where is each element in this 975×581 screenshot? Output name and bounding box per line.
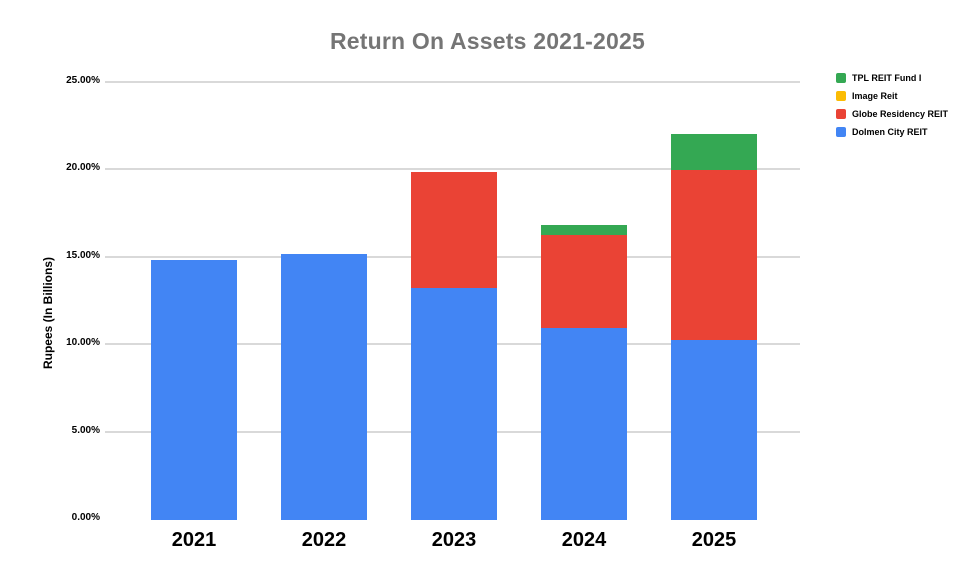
legend-color-swatch-icon: [836, 109, 846, 119]
y-tick-label: 5.00%: [71, 424, 100, 436]
x-tick-label-2021: 2021: [171, 529, 217, 551]
bar-segment-globe-residency-reit-2024: [541, 235, 627, 328]
bar-segment-dolmen-city-reit-2021: [151, 260, 237, 520]
y-tick-label: 0.00%: [71, 512, 100, 523]
legend: TPL REIT Fund I Image Reit Globe Residency…: [836, 69, 948, 141]
bar-segment-dolmen-city-reit-2022: [281, 254, 367, 520]
legend-color-swatch-icon: [836, 91, 846, 101]
legend-item-label: Globe Residency REIT: [852, 109, 949, 119]
y-tick-label: 25.00%: [66, 75, 100, 86]
legend-item-tpl-reit-fund-i: TPL REIT Fund I: [836, 69, 948, 87]
bar-segment-globe-residency-reit-2023: [411, 172, 497, 289]
x-tick-label-2023: 2023: [431, 529, 477, 551]
legend-item-label: TPL REIT Fund I: [852, 73, 922, 83]
y-tick-label: 15.00%: [66, 249, 100, 261]
bar-segment-dolmen-city-reit-2025: [671, 339, 757, 520]
legend-item-label: Image Reit: [852, 91, 898, 101]
x-tick-label-2024: 2024: [561, 529, 607, 551]
bar-segment-globe-residency-reit-2025: [671, 170, 757, 340]
y-tick-label: 20.00%: [66, 162, 100, 174]
bar-segment-tpl-reit-fund-i-2025: [671, 133, 757, 171]
x-tick-label-2022: 2022: [301, 529, 347, 551]
bar-segment-dolmen-city-reit-2023: [411, 288, 497, 520]
gridline: [105, 81, 800, 83]
legend-color-swatch-icon: [836, 127, 846, 137]
gridline: [105, 168, 800, 171]
bar-segment-dolmen-city-reit-2024: [541, 327, 627, 520]
chart-title: Return On Assets 2021-2025: [330, 28, 645, 54]
x-tick-label-2025: 2025: [691, 529, 737, 551]
bar-segment-tpl-reit-fund-i-2024: [541, 224, 627, 236]
legend-item-globe-residency-reit: Globe Residency REIT: [836, 105, 948, 123]
legend-item-label: Dolmen City REIT: [852, 127, 928, 137]
y-tick-label: 10.00%: [66, 337, 100, 349]
legend-item-image-reit: Image Reit: [836, 87, 948, 105]
legend-item-dolmen-city-reit: Dolmen City REIT: [836, 123, 948, 141]
legend-color-swatch-icon: [836, 73, 846, 83]
